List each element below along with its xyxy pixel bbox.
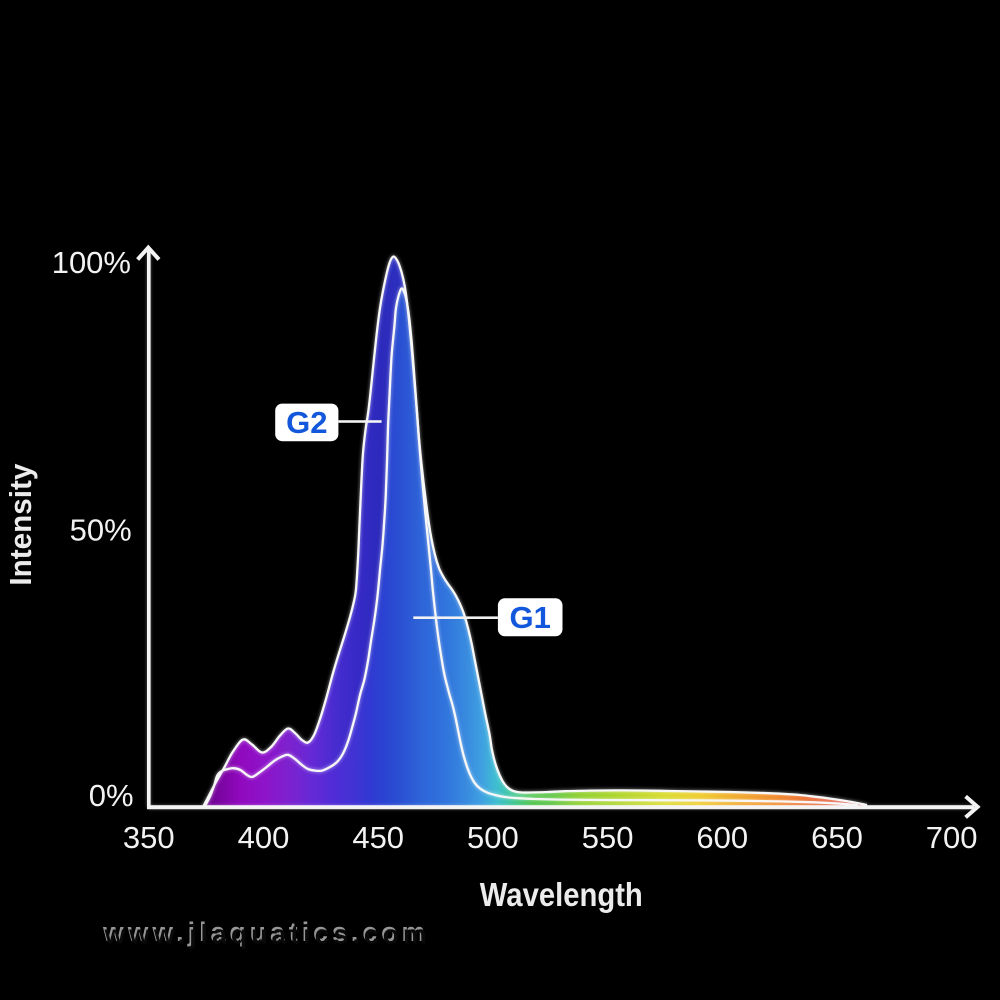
svg-text:650: 650: [811, 820, 863, 855]
svg-text:G2: G2: [286, 405, 327, 440]
svg-text:100%: 100%: [52, 245, 131, 280]
svg-text:Intensity: Intensity: [3, 463, 38, 586]
svg-text:Wavelength: Wavelength: [480, 877, 643, 914]
svg-text:350: 350: [123, 820, 175, 855]
svg-text:www.jlaquatics.com: www.jlaquatics.com: [104, 919, 431, 949]
svg-text:600: 600: [696, 820, 748, 855]
svg-text:G1: G1: [510, 600, 551, 635]
svg-text:www.jlaquatics.com: www.jlaquatics.com: [102, 917, 429, 947]
svg-text:400: 400: [238, 820, 290, 855]
svg-text:450: 450: [352, 820, 404, 855]
svg-text:500: 500: [467, 820, 519, 855]
svg-text:0%: 0%: [89, 778, 134, 813]
svg-text:50%: 50%: [70, 513, 132, 548]
svg-text:700: 700: [926, 820, 978, 855]
svg-text:550: 550: [582, 820, 634, 855]
